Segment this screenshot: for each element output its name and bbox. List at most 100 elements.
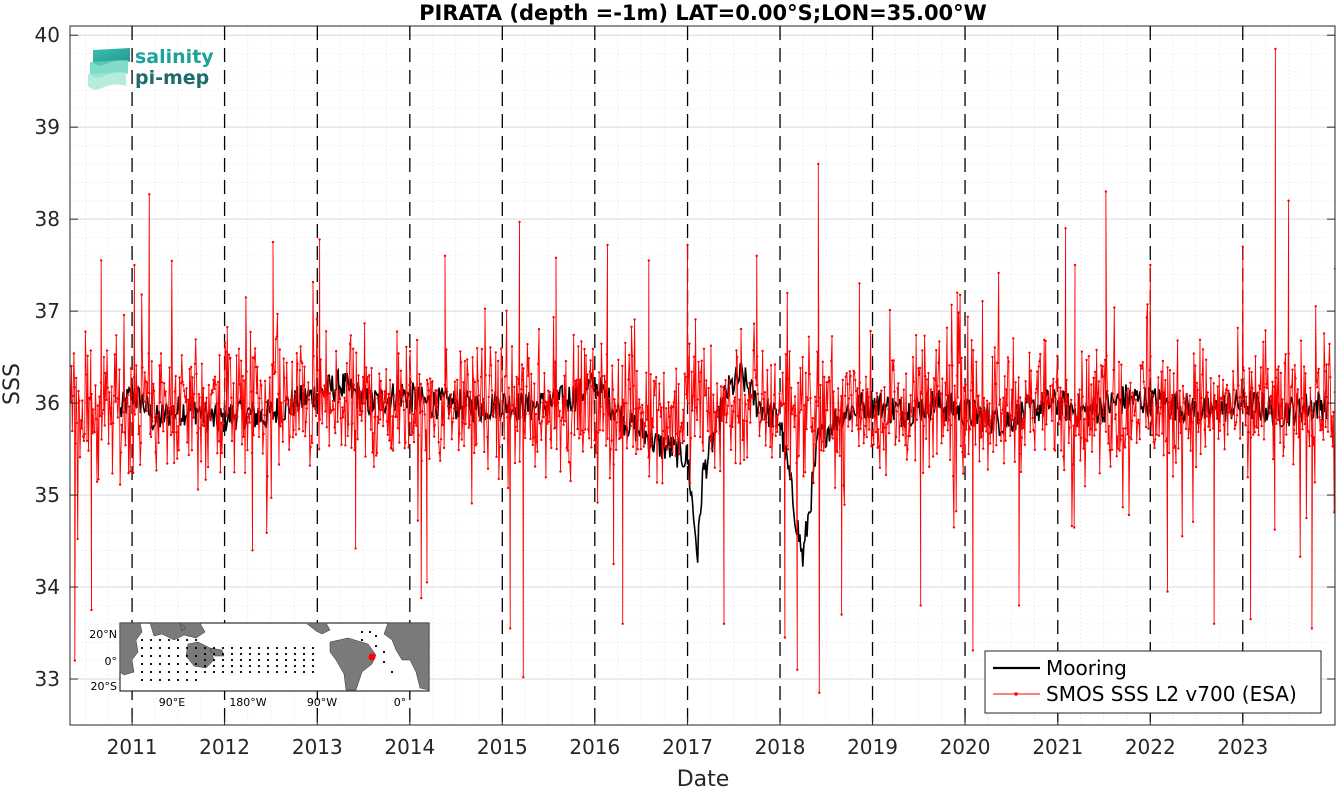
smos-point: [1123, 444, 1126, 447]
smos-point: [460, 438, 463, 441]
smos-point: [125, 400, 128, 403]
smos-point: [846, 382, 849, 386]
smos-point: [784, 353, 787, 356]
smos-point: [668, 445, 672, 449]
smos-point: [1225, 388, 1228, 391]
smos-point: [877, 428, 880, 431]
smos-point: [1303, 422, 1307, 426]
smos-point: [456, 404, 460, 408]
smos-point: [1012, 427, 1016, 430]
smos-point: [1151, 393, 1155, 397]
smos-point: [803, 471, 807, 474]
smos-point: [654, 382, 657, 385]
smos-point: [311, 441, 314, 445]
smos-point: [527, 357, 531, 360]
smos-point: [461, 421, 464, 424]
smos-point: [190, 449, 194, 452]
smos-point: [186, 441, 189, 444]
smos-point: [937, 361, 940, 365]
mooring-dot: [275, 652, 279, 656]
smos-point: [1199, 452, 1202, 456]
mooring-dot: [230, 664, 234, 668]
smos-point: [792, 404, 795, 407]
mooring-dot: [194, 646, 198, 650]
smos-point: [621, 622, 624, 625]
smos-point: [726, 404, 730, 407]
smos-point: [872, 443, 875, 446]
smos-point: [324, 410, 327, 413]
smos-point: [919, 604, 922, 607]
smos-point: [435, 389, 439, 392]
smos-point: [920, 392, 923, 395]
smos-point: [1085, 358, 1088, 362]
smos-point: [220, 421, 223, 424]
smos-point: [827, 380, 830, 384]
mooring-dot: [158, 654, 162, 658]
smos-point: [448, 410, 451, 413]
smos-point: [453, 380, 457, 383]
smos-point: [446, 390, 449, 393]
smos-point: [1070, 398, 1073, 401]
smos-point: [943, 424, 946, 427]
smos-point: [995, 444, 998, 447]
smos-point: [142, 392, 145, 395]
smos-point: [842, 484, 845, 487]
smos-point: [1046, 400, 1049, 403]
smos-point: [765, 421, 768, 424]
x-tick-label: 2014: [384, 735, 435, 759]
mooring-dot: [257, 658, 261, 662]
smos-point: [159, 352, 163, 355]
smos-point: [270, 363, 274, 366]
smos-point: [131, 410, 134, 413]
smos-point: [186, 398, 190, 401]
smos-point: [1103, 375, 1106, 378]
mooring-dot: [266, 664, 270, 668]
legend-box: [984, 650, 1322, 714]
smos-point: [88, 398, 92, 401]
smos-point: [99, 381, 103, 384]
smos-point: [1094, 428, 1098, 431]
smos-point: [946, 429, 949, 432]
smos-point: [355, 399, 359, 402]
map-lon-label-90e: 90°E: [159, 696, 185, 709]
smos-point: [108, 391, 111, 394]
mooring-dot: [140, 638, 144, 642]
smos-point: [1220, 396, 1223, 399]
smos-point: [597, 371, 601, 374]
smos-point: [742, 419, 745, 422]
smos-point: [1012, 337, 1015, 340]
smos-point: [867, 395, 870, 399]
smos-point: [566, 449, 569, 452]
smos-point: [686, 402, 689, 405]
smos-point: [686, 243, 689, 247]
smos-point: [711, 431, 714, 434]
smos-point: [795, 461, 798, 465]
mooring-dot: [311, 658, 315, 662]
smos-point: [84, 330, 87, 333]
smos-point: [215, 402, 218, 405]
smos-point: [1245, 409, 1249, 412]
smos-point: [104, 371, 107, 375]
smos-point: [334, 349, 338, 353]
smos-point: [793, 425, 796, 429]
smos-point: [1039, 352, 1042, 356]
smos-point: [755, 254, 758, 258]
smos-point: [1272, 457, 1275, 461]
smos-point: [205, 396, 208, 399]
smos-point: [78, 456, 82, 459]
smos-point: [169, 407, 172, 411]
smos-point: [112, 394, 116, 397]
mooring-dot: [212, 658, 216, 662]
smos-point: [284, 402, 288, 405]
smos-point: [279, 425, 282, 428]
smos-point: [858, 282, 861, 285]
smos-point: [493, 405, 496, 408]
smos-point: [270, 496, 273, 499]
smos-point: [338, 389, 341, 392]
smos-point: [645, 418, 649, 421]
smos-point: [536, 450, 539, 453]
smos-point: [621, 398, 625, 401]
smos-point: [471, 356, 474, 359]
map-lat-label-equator: 0°: [105, 655, 118, 668]
smos-point: [1130, 419, 1134, 422]
